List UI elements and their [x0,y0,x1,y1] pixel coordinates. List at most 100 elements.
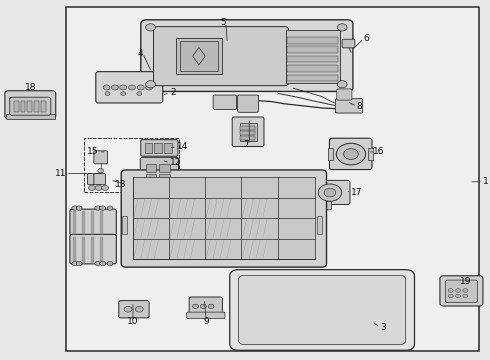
Circle shape [101,185,108,190]
Circle shape [448,289,453,292]
Circle shape [100,261,105,266]
Circle shape [111,85,118,90]
FancyBboxPatch shape [335,99,363,113]
FancyBboxPatch shape [445,280,478,302]
Circle shape [128,85,135,90]
Circle shape [72,206,78,210]
Text: 9: 9 [203,317,209,325]
Text: 8: 8 [357,102,363,111]
Bar [154,143,162,153]
Text: 6: 6 [364,35,369,44]
FancyBboxPatch shape [238,95,259,112]
FancyBboxPatch shape [314,201,331,210]
Bar [176,38,222,74]
Bar [146,164,156,172]
Circle shape [146,85,152,90]
Text: 18: 18 [24,83,36,92]
FancyBboxPatch shape [187,312,225,319]
Text: 3: 3 [380,323,386,332]
Circle shape [463,294,468,298]
Bar [240,123,257,141]
FancyBboxPatch shape [213,95,237,109]
Text: 15: 15 [87,148,99,157]
FancyBboxPatch shape [140,157,178,185]
Circle shape [89,185,96,190]
Circle shape [105,92,110,95]
Circle shape [95,261,100,266]
FancyBboxPatch shape [70,234,116,264]
Circle shape [135,306,143,312]
Text: 5: 5 [220,18,226,27]
Bar [241,136,255,140]
FancyBboxPatch shape [153,27,289,86]
Circle shape [100,206,105,210]
FancyBboxPatch shape [94,174,105,185]
Circle shape [120,85,126,90]
Bar [159,164,170,172]
Bar [317,216,321,234]
Circle shape [208,304,214,309]
Bar [159,174,170,182]
FancyBboxPatch shape [141,140,178,156]
FancyBboxPatch shape [10,97,51,115]
Circle shape [448,294,453,298]
Circle shape [124,306,132,312]
Circle shape [463,289,468,292]
Circle shape [103,85,110,90]
Text: 14: 14 [177,143,188,152]
Text: 4: 4 [137,49,143,58]
Bar [288,65,338,72]
FancyBboxPatch shape [119,301,149,318]
Bar [328,148,333,160]
FancyBboxPatch shape [239,275,406,345]
Circle shape [200,304,206,309]
Bar [27,101,32,112]
FancyBboxPatch shape [230,270,415,350]
FancyBboxPatch shape [232,117,264,147]
Bar [84,138,179,192]
Bar [288,75,338,81]
Bar [66,7,479,351]
Circle shape [456,289,461,292]
Bar [41,101,46,112]
Circle shape [137,85,144,90]
Text: 16: 16 [372,148,384,157]
Bar [146,174,156,182]
FancyBboxPatch shape [121,170,326,267]
Bar [241,126,255,130]
Circle shape [96,185,102,190]
Circle shape [72,261,78,266]
Circle shape [146,24,155,31]
Bar [288,56,338,62]
Bar [180,41,218,71]
FancyBboxPatch shape [94,151,107,164]
Text: 11: 11 [54,169,66,178]
Bar [34,101,39,112]
FancyBboxPatch shape [342,39,355,48]
Circle shape [337,81,347,88]
FancyBboxPatch shape [88,174,101,185]
Bar [133,177,315,259]
Circle shape [121,92,125,95]
Circle shape [146,81,155,88]
Circle shape [95,206,100,210]
Text: 1: 1 [483,177,489,186]
Circle shape [76,206,82,210]
Bar [286,30,340,83]
FancyBboxPatch shape [96,72,163,103]
Circle shape [107,206,113,210]
FancyBboxPatch shape [337,89,352,100]
Bar [122,216,127,234]
Text: 13: 13 [115,180,126,189]
Text: 10: 10 [127,317,139,325]
FancyBboxPatch shape [70,209,116,235]
Bar [241,131,255,135]
FancyBboxPatch shape [189,297,222,316]
Circle shape [318,184,342,201]
FancyBboxPatch shape [440,276,483,306]
FancyBboxPatch shape [5,91,56,119]
Bar [288,46,338,53]
FancyBboxPatch shape [141,20,353,91]
FancyBboxPatch shape [329,138,372,170]
Circle shape [324,188,336,197]
